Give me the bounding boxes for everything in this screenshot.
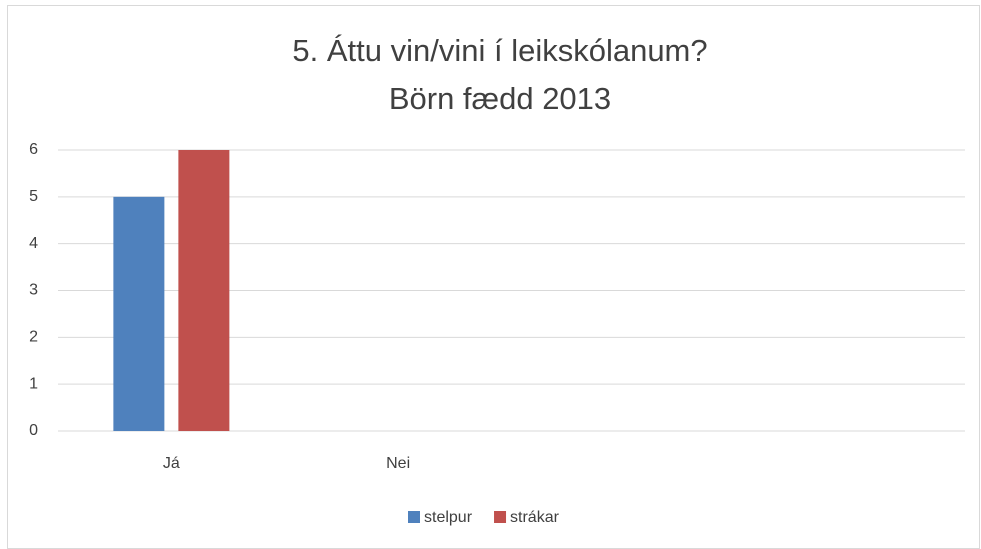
chart-subtitle: Börn fædd 2013 <box>389 81 611 116</box>
y-tick-label: 5 <box>29 188 38 205</box>
bar <box>113 196 165 431</box>
y-tick-label: 3 <box>29 282 38 299</box>
y-tick-label: 4 <box>29 235 38 252</box>
legend-label: stelpur <box>424 509 473 526</box>
chart-title: 5. Áttu vin/vini í leikskólanum? <box>292 33 707 68</box>
legend-label: strákar <box>510 509 560 526</box>
x-tick-label: Já <box>163 455 180 472</box>
legend-swatch <box>408 511 420 523</box>
legend-swatch <box>494 511 507 523</box>
chart-frame <box>7 5 980 549</box>
bar <box>178 150 230 431</box>
y-tick-label: 1 <box>29 375 38 392</box>
y-tick-label: 0 <box>29 422 38 439</box>
y-tick-label: 6 <box>29 141 38 158</box>
x-tick-label: Nei <box>386 455 410 472</box>
y-tick-label: 2 <box>29 329 38 346</box>
